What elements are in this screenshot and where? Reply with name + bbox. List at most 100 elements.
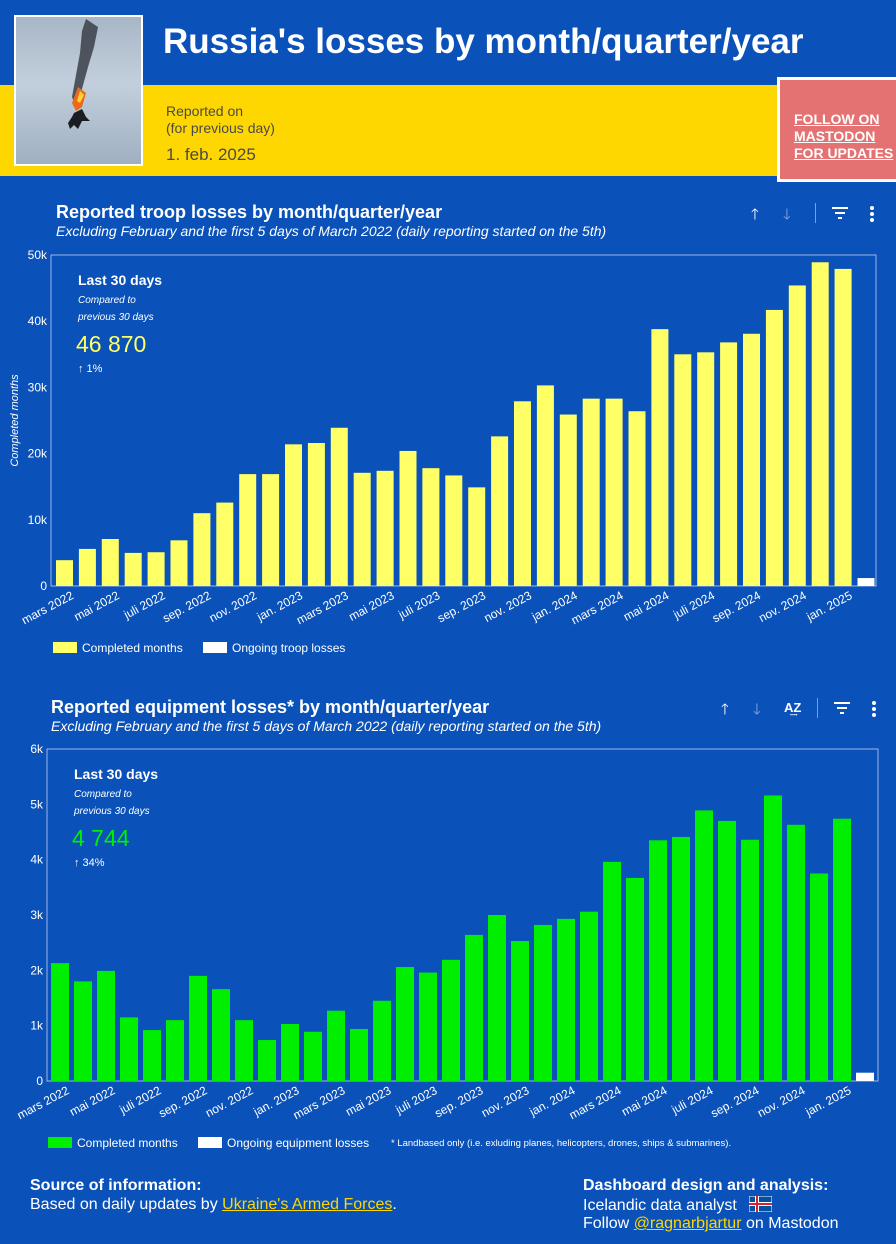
completed-month-bar xyxy=(468,487,486,586)
completed-month-bar xyxy=(419,972,437,1081)
completed-month-bar xyxy=(353,472,371,586)
completed-month-bar xyxy=(262,474,280,586)
kpi-caption: previous 30 days xyxy=(73,806,150,817)
completed-month-bar xyxy=(764,795,782,1081)
y-tick-label: 5k xyxy=(30,797,44,811)
x-tick-label: mars 2024 xyxy=(569,588,626,627)
kpi-change: ↑ 1% xyxy=(78,363,103,375)
kpi-title: Last 30 days xyxy=(74,766,158,782)
completed-month-bar xyxy=(285,444,302,586)
ongoing-month-bar xyxy=(857,578,875,586)
completed-month-bar xyxy=(212,989,230,1081)
completed-month-bar xyxy=(143,1030,161,1081)
kpi-title: Last 30 days xyxy=(78,272,162,288)
completed-month-bar xyxy=(465,934,483,1081)
completed-month-bar xyxy=(743,333,760,586)
toolbar-divider xyxy=(817,698,818,718)
completed-month-bar xyxy=(120,1017,138,1081)
x-tick-label: mars 2024 xyxy=(567,1083,624,1122)
completed-month-bar xyxy=(147,552,165,586)
x-tick-label: sep. 2022 xyxy=(160,588,213,625)
sort-ascending-icon[interactable]: 🡑 xyxy=(721,701,729,718)
page-title: Russia's losses by month/quarter/year xyxy=(163,22,804,61)
x-tick-label: mai 2024 xyxy=(621,588,671,624)
x-tick-label: mai 2023 xyxy=(343,1083,393,1119)
completed-month-bar xyxy=(258,1040,276,1081)
aircraft-photo-icon xyxy=(68,19,98,129)
completed-month-bar xyxy=(193,513,211,586)
header-photo xyxy=(14,15,143,166)
x-tick-label: nov. 2023 xyxy=(482,588,535,625)
completed-month-bar xyxy=(557,918,575,1081)
completed-month-bar xyxy=(674,354,692,586)
design-heading: Dashboard design and analysis: xyxy=(583,1177,829,1194)
sort-descending-icon[interactable]: 🡓 xyxy=(783,206,791,223)
iceland-flag-icon xyxy=(748,1195,773,1213)
completed-month-bar xyxy=(514,401,531,586)
legend-label: Ongoing troop losses xyxy=(232,641,345,655)
completed-month-bar xyxy=(649,840,667,1081)
kpi-change: ↑ 34% xyxy=(74,857,105,869)
completed-month-bar xyxy=(166,1020,184,1081)
plot-frame xyxy=(46,748,879,1082)
x-tick-label: sep. 2023 xyxy=(435,588,488,625)
ragnarbjartur-link[interactable]: @ragnarbjartur xyxy=(633,1215,742,1232)
kpi-value: 46 870 xyxy=(76,331,146,357)
completed-month-bar xyxy=(422,468,440,586)
completed-month-bar xyxy=(216,502,234,586)
x-tick-label: juli 2023 xyxy=(395,588,442,622)
header-band xyxy=(0,85,896,176)
sort-descending-icon[interactable]: 🡓 xyxy=(753,701,761,718)
sort-ascending-icon[interactable]: 🡑 xyxy=(751,206,759,223)
x-tick-label: mai 2022 xyxy=(67,1083,117,1119)
sort-az-icon[interactable]: A͢Z xyxy=(784,700,802,715)
troop-chart-title: Reported troop losses by month/quarter/y… xyxy=(56,202,443,222)
y-tick-label: 20k xyxy=(28,447,48,461)
legend-swatch xyxy=(53,642,77,653)
completed-month-bar xyxy=(811,262,829,586)
y-tick-label: 4k xyxy=(30,853,44,867)
x-tick-label: jan. 2025 xyxy=(802,1083,853,1119)
x-tick-label: sep. 2024 xyxy=(710,588,763,625)
legend-swatch xyxy=(48,1137,72,1148)
completed-month-bar xyxy=(97,970,115,1081)
x-tick-label: mai 2022 xyxy=(72,588,122,624)
armed-forces-link[interactable]: Ukraine's Armed Forces xyxy=(222,1196,393,1213)
completed-month-bar xyxy=(788,285,806,586)
more-vert-icon[interactable] xyxy=(871,701,877,717)
filter-icon[interactable] xyxy=(832,207,848,219)
x-tick-label: juli 2022 xyxy=(121,588,168,622)
kpi-caption: previous 30 days xyxy=(77,312,154,323)
troop-chart-subtitle: Excluding February and the first 5 days … xyxy=(56,223,607,239)
x-tick-label: juli 2024 xyxy=(670,588,717,622)
x-tick-label: mars 2023 xyxy=(294,588,351,627)
completed-month-bar xyxy=(376,470,394,586)
x-tick-label: sep. 2023 xyxy=(432,1083,485,1120)
completed-month-bar xyxy=(281,1024,299,1081)
completed-month-bar xyxy=(396,967,414,1081)
more-vert-icon[interactable] xyxy=(869,206,875,222)
completed-month-bar xyxy=(603,861,621,1081)
follow-mastodon-link[interactable]: FOLLOW ON MASTODON FOR UPDATES xyxy=(794,111,894,161)
design-text: Icelandic data analyst xyxy=(583,1195,773,1215)
filter-icon[interactable] xyxy=(834,702,850,714)
completed-month-bar xyxy=(536,385,554,586)
completed-month-bar xyxy=(170,540,188,586)
completed-month-bar xyxy=(834,268,852,586)
completed-month-bar xyxy=(330,427,348,586)
completed-month-bar xyxy=(51,963,69,1081)
x-tick-label: mars 2023 xyxy=(291,1083,348,1122)
x-tick-label: juli 2024 xyxy=(668,1083,715,1117)
source-heading: Source of information: xyxy=(30,1177,202,1194)
reported-label: Reported on (for previous day) xyxy=(166,103,275,136)
x-tick-label: juli 2023 xyxy=(392,1083,439,1117)
completed-month-bar xyxy=(672,836,690,1081)
y-tick-label: 30k xyxy=(28,380,48,394)
y-tick-label: 50k xyxy=(28,248,48,262)
follow-box[interactable]: FOLLOW ON MASTODON FOR UPDATES xyxy=(777,77,896,182)
legend-swatch xyxy=(203,642,227,653)
x-tick-label: jan. 2025 xyxy=(803,588,854,624)
completed-month-bar xyxy=(626,877,644,1081)
x-tick-label: juli 2022 xyxy=(116,1083,163,1117)
y-tick-label: 1k xyxy=(30,1019,44,1033)
